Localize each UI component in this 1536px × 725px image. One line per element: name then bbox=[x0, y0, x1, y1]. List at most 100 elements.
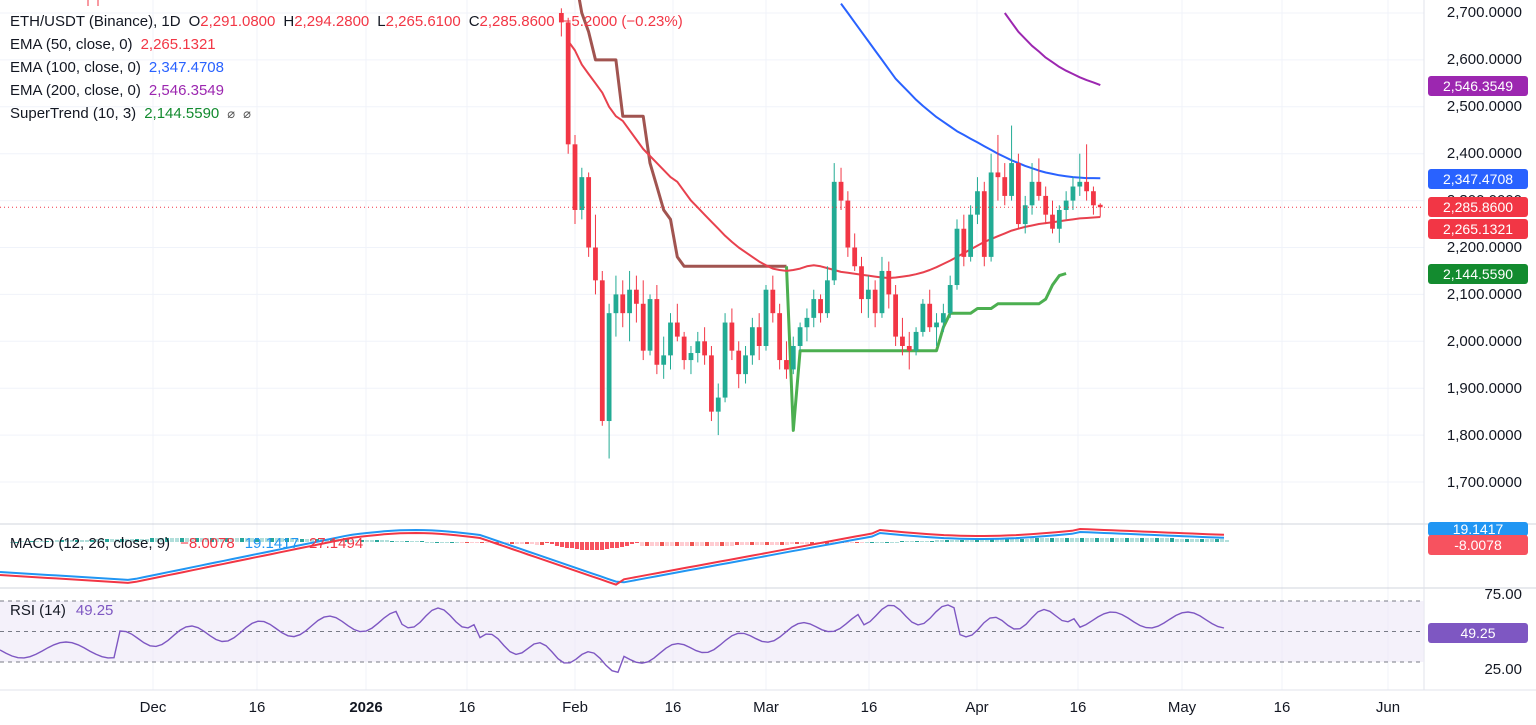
macd-histogram-bar bbox=[545, 542, 549, 543]
macd-histogram-bar bbox=[1025, 539, 1029, 542]
ema200-label: EMA (200, close, 0) bbox=[10, 82, 141, 99]
macd-histogram-bar bbox=[990, 539, 994, 542]
macd-histogram-bar bbox=[235, 538, 239, 542]
supertrend-price-tag: 2,144.5590 bbox=[1428, 264, 1528, 284]
macd-histogram-bar bbox=[145, 539, 149, 542]
macd-signal-value: 27.1494 bbox=[308, 535, 364, 552]
macd-histogram-bar bbox=[830, 542, 834, 543]
macd-histogram-bar bbox=[605, 542, 609, 549]
ema50-legend[interactable]: EMA (50, close, 0) 2,265.1321 bbox=[10, 33, 683, 56]
macd-histogram-bar bbox=[90, 540, 94, 542]
low-value: 2,265.6100 bbox=[385, 13, 461, 30]
candle-body bbox=[954, 228, 960, 286]
macd-histogram-bar bbox=[1140, 538, 1144, 542]
macd-histogram-bar bbox=[75, 540, 79, 542]
macd-histogram-bar bbox=[1070, 538, 1074, 542]
supertrend-legend[interactable]: SuperTrend (10, 3) 2,144.5590 ⌀ ⌀ bbox=[10, 102, 683, 125]
macd-histogram-bar bbox=[270, 538, 274, 542]
candle-body bbox=[661, 355, 667, 365]
macd-histogram-bar bbox=[625, 542, 629, 546]
macd-legend[interactable]: MACD (12, 26, close, 9) −8.0078 19.1417 … bbox=[10, 535, 363, 552]
main-legend: ETH/USDT (Binance), 1D O2,291.0800 H2,29… bbox=[10, 10, 683, 125]
ema200-legend[interactable]: EMA (200, close, 0) 2,546.3549 bbox=[10, 79, 683, 102]
rsi-value: 49.25 bbox=[75, 602, 114, 619]
macd-histogram-bar bbox=[585, 542, 589, 550]
macd-histogram-bar bbox=[435, 542, 439, 543]
macd-histogram-bar bbox=[510, 542, 514, 544]
candle-body bbox=[1084, 181, 1089, 192]
macd-histogram-bar bbox=[360, 540, 364, 542]
macd-histogram-bar bbox=[225, 538, 229, 542]
macd-histogram-bar bbox=[950, 540, 954, 542]
macd-histogram-bar bbox=[575, 542, 579, 549]
macd-histogram-bar bbox=[80, 540, 84, 542]
macd-histogram-bar bbox=[120, 539, 124, 542]
y-axis-label: 2,100.0000 bbox=[1446, 286, 1522, 303]
macd-histogram-bar bbox=[900, 541, 904, 542]
candle-body bbox=[1029, 181, 1035, 206]
candle-body bbox=[1009, 163, 1014, 196]
candle-body bbox=[1063, 200, 1069, 210]
symbol-label[interactable]: ETH/USDT (Binance), 1D bbox=[10, 13, 181, 30]
macd-hist-tag: -8.0078 bbox=[1428, 535, 1528, 555]
macd-histogram-bar bbox=[70, 540, 74, 542]
macd-histogram-bar bbox=[955, 540, 959, 542]
candle-body bbox=[668, 322, 673, 356]
ema100-value: 2,347.4708 bbox=[148, 59, 224, 76]
macd-histogram-bar bbox=[155, 538, 159, 542]
macd-histogram-bar bbox=[65, 540, 69, 542]
macd-histogram-bar bbox=[885, 542, 889, 543]
candle-body bbox=[579, 177, 585, 210]
macd-histogram-bar bbox=[485, 542, 489, 543]
macd-histogram-bar bbox=[525, 542, 529, 544]
macd-histogram-bar bbox=[1175, 539, 1179, 542]
candle-body bbox=[981, 191, 987, 257]
macd-histogram-bar bbox=[1010, 539, 1014, 542]
macd-histogram-bar bbox=[895, 542, 899, 543]
macd-histogram-bar bbox=[280, 538, 284, 542]
macd-histogram-bar bbox=[365, 540, 369, 542]
candle-body bbox=[763, 289, 769, 346]
open-label: O bbox=[188, 13, 201, 30]
macd-histogram-bar bbox=[760, 542, 764, 545]
candle-body bbox=[913, 331, 919, 351]
supertrend-up-line bbox=[785, 266, 1067, 432]
macd-histogram-bar bbox=[720, 542, 724, 546]
candle-body bbox=[681, 336, 687, 361]
macd-histogram-bar bbox=[1210, 539, 1214, 542]
candle-body bbox=[599, 280, 605, 422]
macd-histogram-bar bbox=[870, 542, 874, 543]
macd-histogram-bar bbox=[800, 542, 804, 544]
ema50-label: EMA (50, close, 0) bbox=[10, 36, 133, 53]
macd-histogram-bar bbox=[210, 538, 214, 542]
macd-histogram-bar bbox=[330, 539, 334, 542]
rsi-line bbox=[0, 604, 1225, 674]
close-label: C bbox=[468, 13, 480, 30]
macd-histogram-bar bbox=[695, 542, 699, 546]
macd-histogram-bar bbox=[400, 541, 404, 542]
macd-histogram-bar bbox=[45, 541, 49, 542]
macd-histogram-bar bbox=[50, 541, 54, 542]
candle-body bbox=[586, 177, 592, 248]
high-label: H bbox=[283, 13, 295, 30]
candle-body bbox=[1002, 177, 1008, 196]
macd-histogram-bar bbox=[205, 538, 209, 542]
rsi-tag: 49.25 bbox=[1428, 623, 1528, 643]
high-value: 2,294.2800 bbox=[294, 13, 370, 30]
macd-histogram-bar bbox=[985, 539, 989, 542]
rsi-legend[interactable]: RSI (14) 49.25 bbox=[10, 602, 113, 619]
candle-body bbox=[572, 144, 578, 210]
empty-set-icon: ⌀ bbox=[243, 106, 251, 121]
macd-histogram-bar bbox=[670, 542, 674, 546]
macd-histogram-bar bbox=[620, 542, 624, 547]
macd-histogram-bar bbox=[160, 538, 164, 542]
candle-body bbox=[825, 280, 830, 314]
macd-histogram-bar bbox=[1105, 538, 1109, 542]
macd-histogram-bar bbox=[260, 538, 264, 542]
candle-body bbox=[1036, 181, 1042, 196]
ema100-legend[interactable]: EMA (100, close, 0) 2,347.4708 bbox=[10, 56, 683, 79]
macd-histogram-bar bbox=[1020, 539, 1024, 542]
macd-histogram-bar bbox=[710, 542, 714, 546]
macd-histogram-bar bbox=[600, 542, 604, 550]
